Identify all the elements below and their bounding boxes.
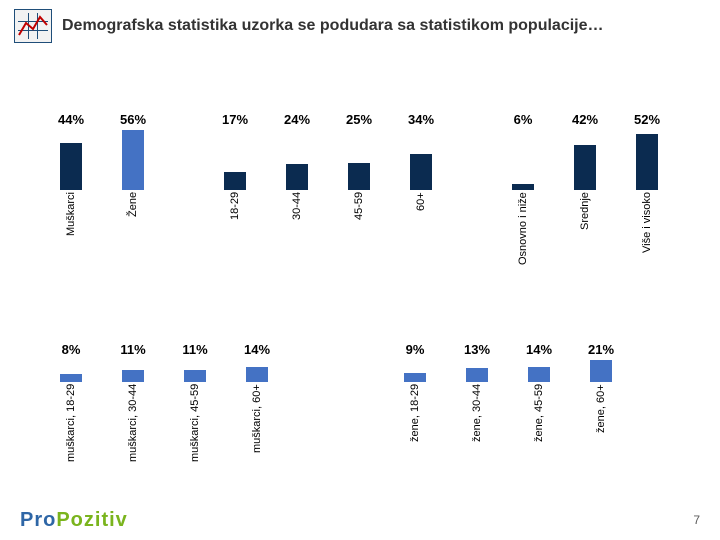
bar-rect [122, 130, 144, 190]
bar-value: 14% [244, 340, 270, 360]
bar-value: 52% [634, 110, 660, 130]
bar-label: 60+ [415, 192, 427, 270]
bar: 14% muškarci, 60+ [226, 340, 288, 490]
bar-value: 8% [62, 340, 81, 360]
bar-value: 42% [572, 110, 598, 130]
bar-value: 13% [464, 340, 490, 360]
bar-label: 45-59 [353, 192, 365, 270]
chart-row-1: 44% Muškarci 56% Žene 17% 18-29 24% 30-44 25% 45-… [40, 110, 700, 270]
bar-label: muškarci, 30-44 [127, 384, 139, 474]
brand-logo: ProPozitiv [20, 509, 128, 532]
bar-label: Žene [127, 192, 139, 270]
bar-label: muškarci, 60+ [251, 384, 263, 474]
bar: 52% Više i visoko [616, 110, 678, 270]
bar: 56% Žene [102, 110, 164, 270]
bar-rect [246, 367, 268, 382]
bar: 42% Srednje [554, 110, 616, 270]
bar-value: 44% [58, 110, 84, 130]
bar-rect [224, 172, 246, 190]
page-title: Demografska statistika uzorka se podudar… [62, 17, 604, 35]
chart-area: 44% Muškarci 56% Žene 17% 18-29 24% 30-44 25% 45-… [40, 110, 700, 470]
bar-rect [348, 163, 370, 190]
bar-label: žene, 18-29 [409, 384, 421, 474]
bar-rect [528, 367, 550, 382]
bar-value: 14% [526, 340, 552, 360]
bar-value: 24% [284, 110, 310, 130]
bar: 24% 30-44 [266, 110, 328, 270]
bar-rect [404, 373, 426, 382]
bar-label: muškarci, 45-59 [189, 384, 201, 474]
footer: ProPozitiv 7 [0, 500, 720, 540]
bar: 11% muškarci, 30-44 [102, 340, 164, 490]
bar-value: 11% [120, 340, 145, 360]
bar-rect [410, 154, 432, 190]
bar-rect [574, 145, 596, 190]
bar-value: 56% [120, 110, 146, 130]
bar-rect [466, 368, 488, 382]
bar-label: Osnovno i niže [517, 192, 529, 270]
bar-label: Srednje [579, 192, 591, 270]
bar-value: 6% [514, 110, 533, 130]
bar: 9% žene, 18-29 [384, 340, 446, 490]
bar: 44% Muškarci [40, 110, 102, 270]
chart-logo-icon [14, 9, 52, 43]
trend-line-icon [18, 13, 48, 39]
bar: 21% žene, 60+ [570, 340, 632, 490]
bar: 14% žene, 45-59 [508, 340, 570, 490]
bar-rect [590, 360, 612, 382]
bar-value: 11% [182, 340, 207, 360]
bar-rect [60, 143, 82, 190]
bar-label: žene, 30-44 [471, 384, 483, 474]
bar: 8% muškarci, 18-29 [40, 340, 102, 490]
bar-value: 21% [588, 340, 614, 360]
chart-row-2: 8% muškarci, 18-29 11% muškarci, 30-44 11% mu… [40, 340, 700, 490]
bar-rect [512, 184, 534, 190]
bar-rect [122, 370, 144, 382]
bar: 6% Osnovno i niže [492, 110, 554, 270]
page-number: 7 [693, 513, 700, 527]
bar-rect [60, 374, 82, 382]
bar-value: 9% [406, 340, 425, 360]
bar-label: Više i visoko [641, 192, 653, 270]
bar-value: 34% [408, 110, 434, 130]
bar: 34% 60+ [390, 110, 452, 270]
bar: 11% muškarci, 45-59 [164, 340, 226, 490]
bar-rect [636, 134, 658, 190]
bar-label: žene, 60+ [595, 384, 607, 474]
bar-rect [286, 164, 308, 190]
bar: 17% 18-29 [204, 110, 266, 270]
bar-label: 30-44 [291, 192, 303, 270]
header: Demografska statistika uzorka se podudar… [0, 0, 720, 52]
bar-value: 25% [346, 110, 372, 130]
bar-label: 18-29 [229, 192, 241, 270]
bar: 13% žene, 30-44 [446, 340, 508, 490]
bar-rect [184, 370, 206, 382]
bar: 25% 45-59 [328, 110, 390, 270]
bar-label: Muškarci [65, 192, 77, 270]
bar-value: 17% [222, 110, 248, 130]
bar-label: muškarci, 18-29 [65, 384, 77, 474]
bar-label: žene, 45-59 [533, 384, 545, 474]
